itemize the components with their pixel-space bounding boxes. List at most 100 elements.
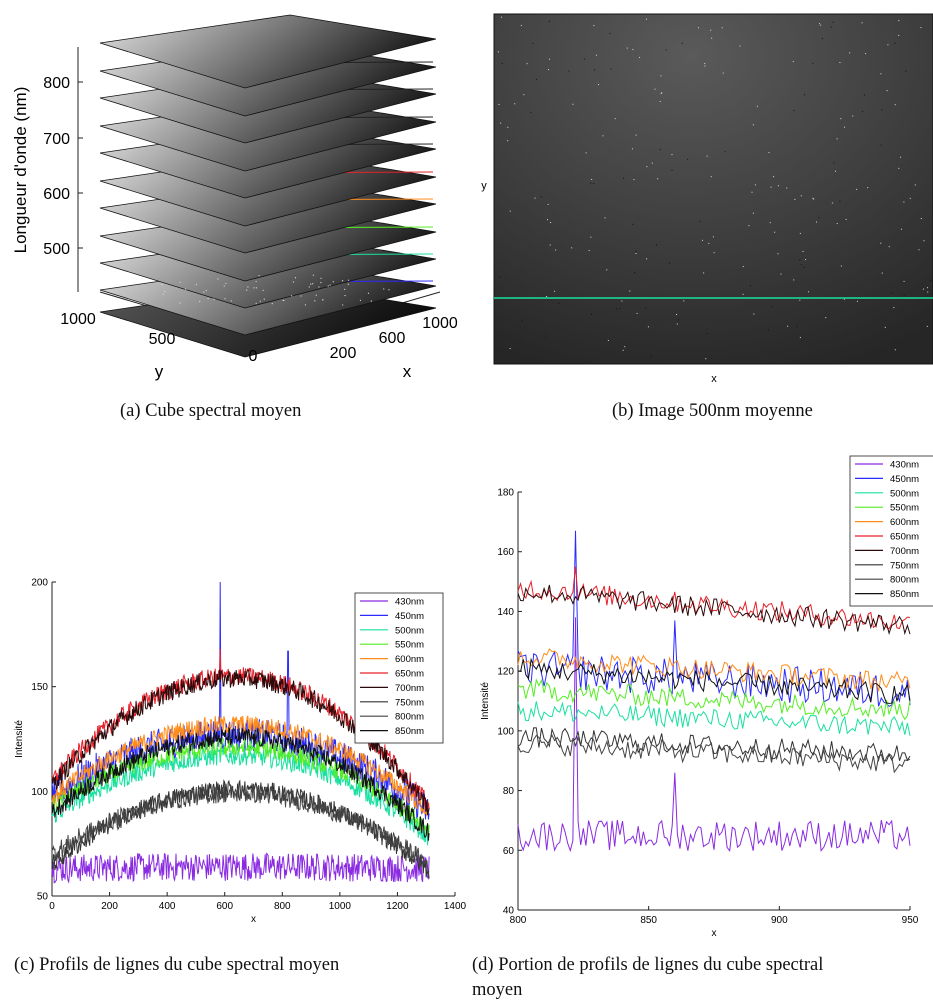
x-tick-label: 1400 bbox=[444, 901, 467, 912]
z-tick-label: 700 bbox=[43, 131, 70, 148]
noise-pixel bbox=[497, 51, 499, 53]
noise-pixel bbox=[591, 178, 593, 180]
noise-pixel bbox=[571, 247, 573, 249]
noise-pixel bbox=[550, 221, 552, 223]
noise-dot bbox=[294, 277, 297, 279]
noise-pixel bbox=[523, 94, 525, 96]
noise-pixel bbox=[547, 69, 549, 71]
noise-dot bbox=[291, 295, 293, 297]
noise-pixel bbox=[903, 294, 905, 296]
noise-pixel bbox=[767, 329, 769, 331]
x-tick-label: 1000 bbox=[422, 315, 458, 332]
noise-dot bbox=[344, 294, 346, 297]
series-line-850nm bbox=[51, 726, 430, 841]
noise-pixel bbox=[893, 307, 895, 309]
noise-pixel bbox=[704, 65, 706, 67]
x-tick-label: 1200 bbox=[386, 901, 409, 912]
noise-pixel bbox=[799, 336, 801, 338]
noise-pixel bbox=[632, 223, 634, 225]
noise-pixel bbox=[610, 68, 612, 70]
noise-pixel bbox=[704, 63, 706, 65]
legend-label: 800nm bbox=[395, 712, 424, 723]
noise-dot bbox=[230, 300, 232, 302]
noise-pixel bbox=[500, 122, 502, 124]
noise-dot bbox=[258, 275, 260, 277]
cube-slice bbox=[99, 14, 437, 89]
x-tick-label: 200 bbox=[330, 345, 357, 362]
noise-dot bbox=[164, 291, 166, 293]
noise-pixel bbox=[753, 313, 755, 315]
noise-pixel bbox=[540, 196, 542, 198]
noise-dot bbox=[217, 278, 219, 280]
noise-pixel bbox=[794, 198, 796, 200]
legend-label: 500nm bbox=[890, 488, 919, 499]
chart-d-profiles-portion: 800 850 900 950 40 60 80 100 120 140 160 180 x Intens… bbox=[480, 455, 933, 939]
chart-a-labels: 500 600 700 800 Longueur d'onde (nm) 200 600 10… bbox=[11, 75, 458, 381]
z-axis-label: Longueur d'onde (nm) bbox=[11, 87, 30, 254]
series-line-600nm bbox=[517, 648, 911, 692]
noise-dot bbox=[347, 279, 350, 281]
noise-pixel bbox=[507, 126, 509, 128]
legend-label: 550nm bbox=[890, 503, 919, 514]
x-axis-label: x bbox=[712, 928, 717, 939]
noise-pixel bbox=[724, 151, 726, 153]
noise-pixel bbox=[898, 20, 900, 22]
noise-pixel bbox=[535, 78, 537, 80]
legend-label: 600nm bbox=[395, 654, 424, 665]
noise-pixel bbox=[903, 280, 905, 282]
noise-pixel bbox=[634, 272, 636, 274]
noise-dot bbox=[312, 283, 314, 285]
series-line-700nm bbox=[517, 584, 911, 636]
noise-dot bbox=[246, 289, 248, 291]
noise-pixel bbox=[852, 115, 854, 117]
noise-pixel bbox=[786, 187, 788, 189]
y-tick-label: 500 bbox=[149, 331, 176, 348]
noise-dot bbox=[342, 304, 344, 306]
noise-pixel bbox=[548, 20, 550, 22]
noise-dot bbox=[322, 299, 324, 301]
noise-pixel bbox=[770, 186, 772, 188]
noise-pixel bbox=[901, 228, 903, 230]
noise-dot bbox=[253, 287, 255, 289]
noise-pixel bbox=[881, 109, 883, 111]
noise-pixel bbox=[631, 148, 633, 150]
noise-dot bbox=[347, 283, 349, 285]
legend-label: 650nm bbox=[890, 532, 919, 543]
noise-pixel bbox=[777, 185, 779, 187]
noise-pixel bbox=[815, 221, 817, 223]
noise-pixel bbox=[752, 212, 754, 214]
noise-pixel bbox=[721, 27, 723, 29]
series-line-750nm bbox=[517, 727, 911, 762]
noise-pixel bbox=[856, 300, 858, 302]
noise-pixel bbox=[865, 53, 867, 55]
x-tick-label: 0 bbox=[49, 901, 55, 912]
noise-pixel bbox=[722, 72, 724, 74]
noise-pixel bbox=[880, 144, 882, 146]
noise-pixel bbox=[604, 217, 606, 219]
noise-dot bbox=[195, 283, 198, 286]
noise-pixel bbox=[909, 197, 911, 199]
legend-label: 700nm bbox=[395, 683, 424, 694]
noise-pixel bbox=[521, 320, 523, 322]
noise-pixel bbox=[509, 210, 511, 212]
noise-pixel bbox=[839, 62, 841, 64]
y-tick-label: 200 bbox=[31, 578, 48, 589]
noise-pixel bbox=[635, 253, 637, 255]
noise-pixel bbox=[793, 279, 795, 281]
y-tick-label: 150 bbox=[31, 682, 48, 693]
noise-pixel bbox=[818, 216, 820, 218]
noise-pixel bbox=[614, 118, 616, 120]
noise-pixel bbox=[864, 94, 866, 96]
series-line-650nm bbox=[517, 566, 911, 630]
noise-pixel bbox=[681, 42, 683, 44]
noise-dot bbox=[304, 304, 307, 306]
noise-pixel bbox=[606, 269, 608, 271]
noise-pixel bbox=[920, 27, 922, 29]
legend bbox=[849, 455, 933, 607]
noise-pixel bbox=[742, 266, 744, 268]
noise-pixel bbox=[632, 48, 634, 50]
noise-pixel bbox=[833, 162, 835, 164]
legend-label: 450nm bbox=[395, 611, 424, 622]
noise-pixel bbox=[706, 155, 708, 157]
series-line-800nm bbox=[51, 783, 430, 874]
